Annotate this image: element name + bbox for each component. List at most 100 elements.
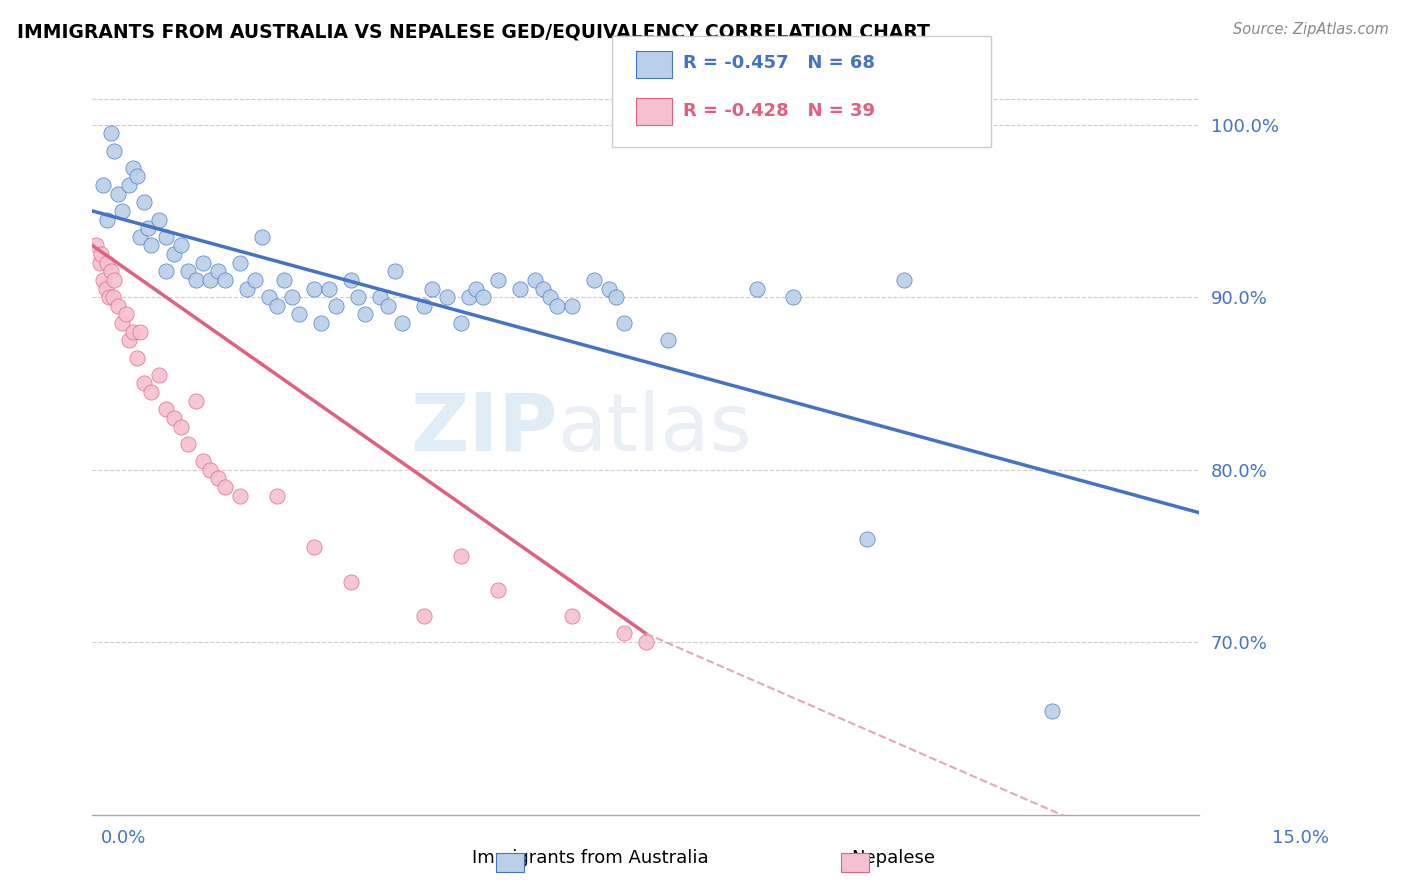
Point	[93, 178, 115, 192]
Point	[170, 238, 193, 252]
Point	[472, 290, 495, 304]
Point	[84, 238, 107, 252]
Point	[531, 281, 554, 295]
Text: atlas: atlas	[557, 390, 752, 468]
Point	[391, 316, 413, 330]
Point	[413, 299, 436, 313]
Point	[465, 281, 488, 295]
Point	[259, 290, 281, 304]
Point	[745, 281, 768, 295]
Point	[118, 333, 141, 347]
Point	[101, 290, 124, 304]
Point	[132, 195, 155, 210]
Point	[132, 376, 155, 391]
Point	[96, 212, 118, 227]
Point	[107, 299, 129, 313]
Point	[100, 126, 122, 140]
Point	[107, 186, 129, 201]
Point	[170, 419, 193, 434]
Point	[155, 402, 177, 417]
Point	[103, 144, 125, 158]
Point	[141, 238, 163, 252]
Point	[436, 290, 458, 304]
Point	[136, 221, 159, 235]
Point	[191, 454, 214, 468]
Point	[288, 307, 311, 321]
Point	[191, 255, 214, 269]
Point	[280, 290, 302, 304]
Point	[368, 290, 391, 304]
Point	[302, 541, 325, 555]
Point	[122, 325, 145, 339]
Point	[309, 316, 332, 330]
Point	[377, 299, 399, 313]
Point	[94, 281, 117, 295]
Text: Source: ZipAtlas.com: Source: ZipAtlas.com	[1233, 22, 1389, 37]
Point	[96, 255, 118, 269]
Point	[450, 549, 472, 563]
Point	[634, 635, 657, 649]
Point	[214, 480, 236, 494]
Point	[266, 489, 288, 503]
Point	[561, 299, 583, 313]
Point	[302, 281, 325, 295]
Point	[177, 264, 200, 278]
Point	[325, 299, 347, 313]
Point	[384, 264, 406, 278]
Point	[129, 325, 152, 339]
Point	[354, 307, 377, 321]
Point	[100, 264, 122, 278]
Point	[538, 290, 561, 304]
Point	[583, 273, 606, 287]
Point	[114, 307, 136, 321]
Point	[605, 290, 627, 304]
Point	[782, 290, 804, 304]
Point	[207, 471, 229, 485]
Point	[598, 281, 620, 295]
Point	[561, 609, 583, 624]
Point	[214, 273, 236, 287]
Point	[184, 273, 207, 287]
Point	[856, 532, 879, 546]
Point	[486, 273, 509, 287]
Point	[207, 264, 229, 278]
Point	[118, 178, 141, 192]
Point	[229, 255, 252, 269]
Point	[1040, 704, 1063, 718]
Point	[413, 609, 436, 624]
Point	[162, 410, 184, 425]
Point	[273, 273, 295, 287]
Point	[266, 299, 288, 313]
Point	[122, 161, 145, 175]
Point	[657, 333, 679, 347]
Point	[457, 290, 479, 304]
Point	[184, 393, 207, 408]
Point	[250, 229, 273, 244]
Point	[125, 169, 148, 184]
Point	[97, 290, 120, 304]
Point	[339, 273, 361, 287]
Text: IMMIGRANTS FROM AUSTRALIA VS NEPALESE GED/EQUIVALENCY CORRELATION CHART: IMMIGRANTS FROM AUSTRALIA VS NEPALESE GE…	[17, 22, 929, 41]
Point	[125, 351, 148, 365]
Point	[229, 489, 252, 503]
Point	[155, 264, 177, 278]
Point	[148, 368, 170, 382]
Point	[148, 212, 170, 227]
Point	[613, 626, 636, 640]
Text: 0.0%: 0.0%	[101, 829, 146, 847]
Point	[129, 229, 152, 244]
Point	[200, 273, 222, 287]
Point	[236, 281, 259, 295]
Point	[893, 273, 915, 287]
Point	[200, 463, 222, 477]
Point	[613, 316, 636, 330]
Point	[111, 203, 134, 218]
Point	[318, 281, 340, 295]
Point	[93, 273, 115, 287]
Point	[90, 247, 112, 261]
Text: 15.0%: 15.0%	[1271, 829, 1329, 847]
Point	[509, 281, 531, 295]
Point	[155, 229, 177, 244]
Point	[111, 316, 134, 330]
Text: Immigrants from Australia: Immigrants from Australia	[472, 849, 709, 867]
